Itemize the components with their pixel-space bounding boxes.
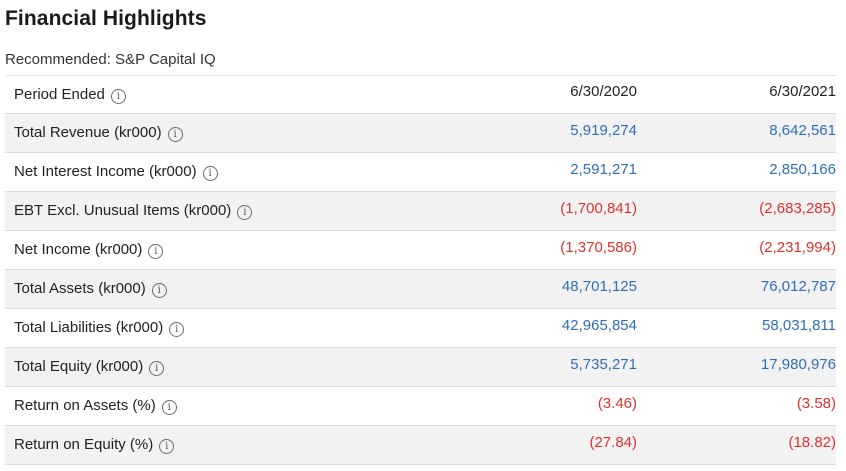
- value-text: (3.58): [796, 394, 836, 412]
- row-label-cell: Total Assets (kr000) i: [5, 269, 317, 309]
- value-text: (2,231,994): [759, 238, 836, 256]
- row-label: Total Equity (kr000): [14, 358, 144, 375]
- table-row: Return on Assets (%) i (3.46) (3.58): [5, 386, 836, 426]
- period-header-2021: 6/30/2021: [637, 75, 836, 114]
- value-text: 2,850,166: [769, 160, 836, 178]
- table-row: Total Equity (kr000) i 5,735,271 17,980,976: [5, 347, 836, 387]
- value-cell: 5,735,271: [317, 347, 637, 387]
- row-label-cell: Net Interest Income (kr000) i: [5, 152, 317, 192]
- info-icon[interactable]: i: [237, 205, 253, 220]
- info-icon[interactable]: i: [151, 283, 167, 298]
- value-cell: (18.82): [637, 425, 836, 465]
- value-cell: 17,980,976: [637, 347, 836, 387]
- value-text: 42,965,854: [561, 316, 637, 334]
- info-icon[interactable]: i: [167, 127, 183, 142]
- value-cell: (3.46): [317, 386, 637, 426]
- table-row: Total Revenue (kr000) i 5,919,274 8,642,561: [5, 113, 836, 153]
- value-text: (3.46): [597, 394, 637, 412]
- value-text: 8,642,561: [769, 121, 836, 139]
- row-label-cell: EBT Excl. Unusual Items (kr000) i: [5, 191, 317, 231]
- value-text: 48,701,125: [561, 277, 637, 295]
- info-icon[interactable]: i: [149, 361, 165, 376]
- row-label-cell: Return on Assets (%) i: [5, 386, 317, 426]
- row-label: Total Liabilities (kr000): [14, 319, 164, 336]
- value-cell: (1,370,586): [317, 230, 637, 270]
- value-cell: (27.84): [317, 425, 637, 465]
- value-text: 76,012,787: [760, 277, 836, 295]
- row-label-cell: Return on Equity (%) i: [5, 425, 317, 465]
- period-header-2020: 6/30/2020: [317, 75, 637, 114]
- value-cell: 76,012,787: [637, 269, 836, 309]
- value-cell: 42,965,854: [317, 308, 637, 348]
- row-label: Return on Assets (%): [14, 397, 156, 414]
- info-icon[interactable]: i: [161, 400, 177, 415]
- row-label-cell: Total Equity (kr000) i: [5, 347, 317, 387]
- row-label-cell: Total Revenue (kr000) i: [5, 113, 317, 153]
- period-ended-label: Period Ended: [14, 85, 105, 103]
- value-cell: 2,591,271: [317, 152, 637, 192]
- value-text: (2,683,285): [759, 199, 836, 217]
- row-label: EBT Excl. Unusual Items (kr000): [14, 202, 232, 219]
- value-cell: 48,701,125: [317, 269, 637, 309]
- row-label: Return on Equity (%): [14, 436, 154, 453]
- info-icon[interactable]: i: [202, 166, 218, 181]
- value-cell: 8,642,561: [637, 113, 836, 153]
- info-icon[interactable]: i: [169, 322, 185, 337]
- info-icon[interactable]: i: [159, 439, 175, 454]
- value-cell: 58,031,811: [637, 308, 836, 348]
- value-text: 5,735,271: [570, 355, 637, 373]
- info-icon[interactable]: i: [148, 244, 164, 259]
- value-cell: 2,850,166: [637, 152, 836, 192]
- page-title: Financial Highlights: [5, 7, 207, 30]
- value-text: (1,370,586): [560, 238, 637, 256]
- table-row: Net Income (kr000) i (1,370,586) (2,231,994…: [5, 230, 836, 270]
- period-ended-cell: Period Ended i: [5, 75, 317, 114]
- table-row: Total Assets (kr000) i 48,701,125 76,012,78…: [5, 269, 836, 309]
- value-cell: (1,700,841): [317, 191, 637, 231]
- row-label: Total Revenue (kr000): [14, 124, 162, 141]
- value-text: 2,591,271: [570, 160, 637, 178]
- row-label-cell: Net Income (kr000) i: [5, 230, 317, 270]
- row-label: Total Assets (kr000): [14, 280, 146, 297]
- table-row: Return on Equity (%) i (27.84) (18.82): [5, 425, 836, 465]
- value-cell: (3.58): [637, 386, 836, 426]
- table-row: EBT Excl. Unusual Items (kr000) i (1,700,8…: [5, 191, 836, 231]
- value-cell: (2,231,994): [637, 230, 836, 270]
- table-row: Total Liabilities (kr000) i 42,965,854 58,0…: [5, 308, 836, 348]
- table-row: Net Interest Income (kr000) i 2,591,271 2,8…: [5, 152, 836, 192]
- value-cell: (2,683,285): [637, 191, 836, 231]
- value-text: 17,980,976: [760, 355, 836, 373]
- financial-highlights-table: Period Ended i 6/30/2020 6/30/2021 Total …: [5, 75, 836, 465]
- value-text: (18.82): [788, 433, 836, 451]
- row-label: Net Income (kr000): [14, 241, 143, 258]
- row-label: Net Interest Income (kr000): [14, 163, 197, 180]
- row-label-cell: Total Liabilities (kr000) i: [5, 308, 317, 348]
- value-cell: 5,919,274: [317, 113, 637, 153]
- table-header-row: Period Ended i 6/30/2020 6/30/2021: [5, 75, 836, 114]
- value-text: 58,031,811: [762, 316, 836, 334]
- value-text: (1,700,841): [560, 199, 637, 217]
- data-source-label: Recommended: S&P Capital IQ: [5, 51, 216, 68]
- value-text: 5,919,274: [570, 121, 637, 139]
- value-text: (27.84): [589, 433, 637, 451]
- info-icon[interactable]: i: [110, 88, 126, 104]
